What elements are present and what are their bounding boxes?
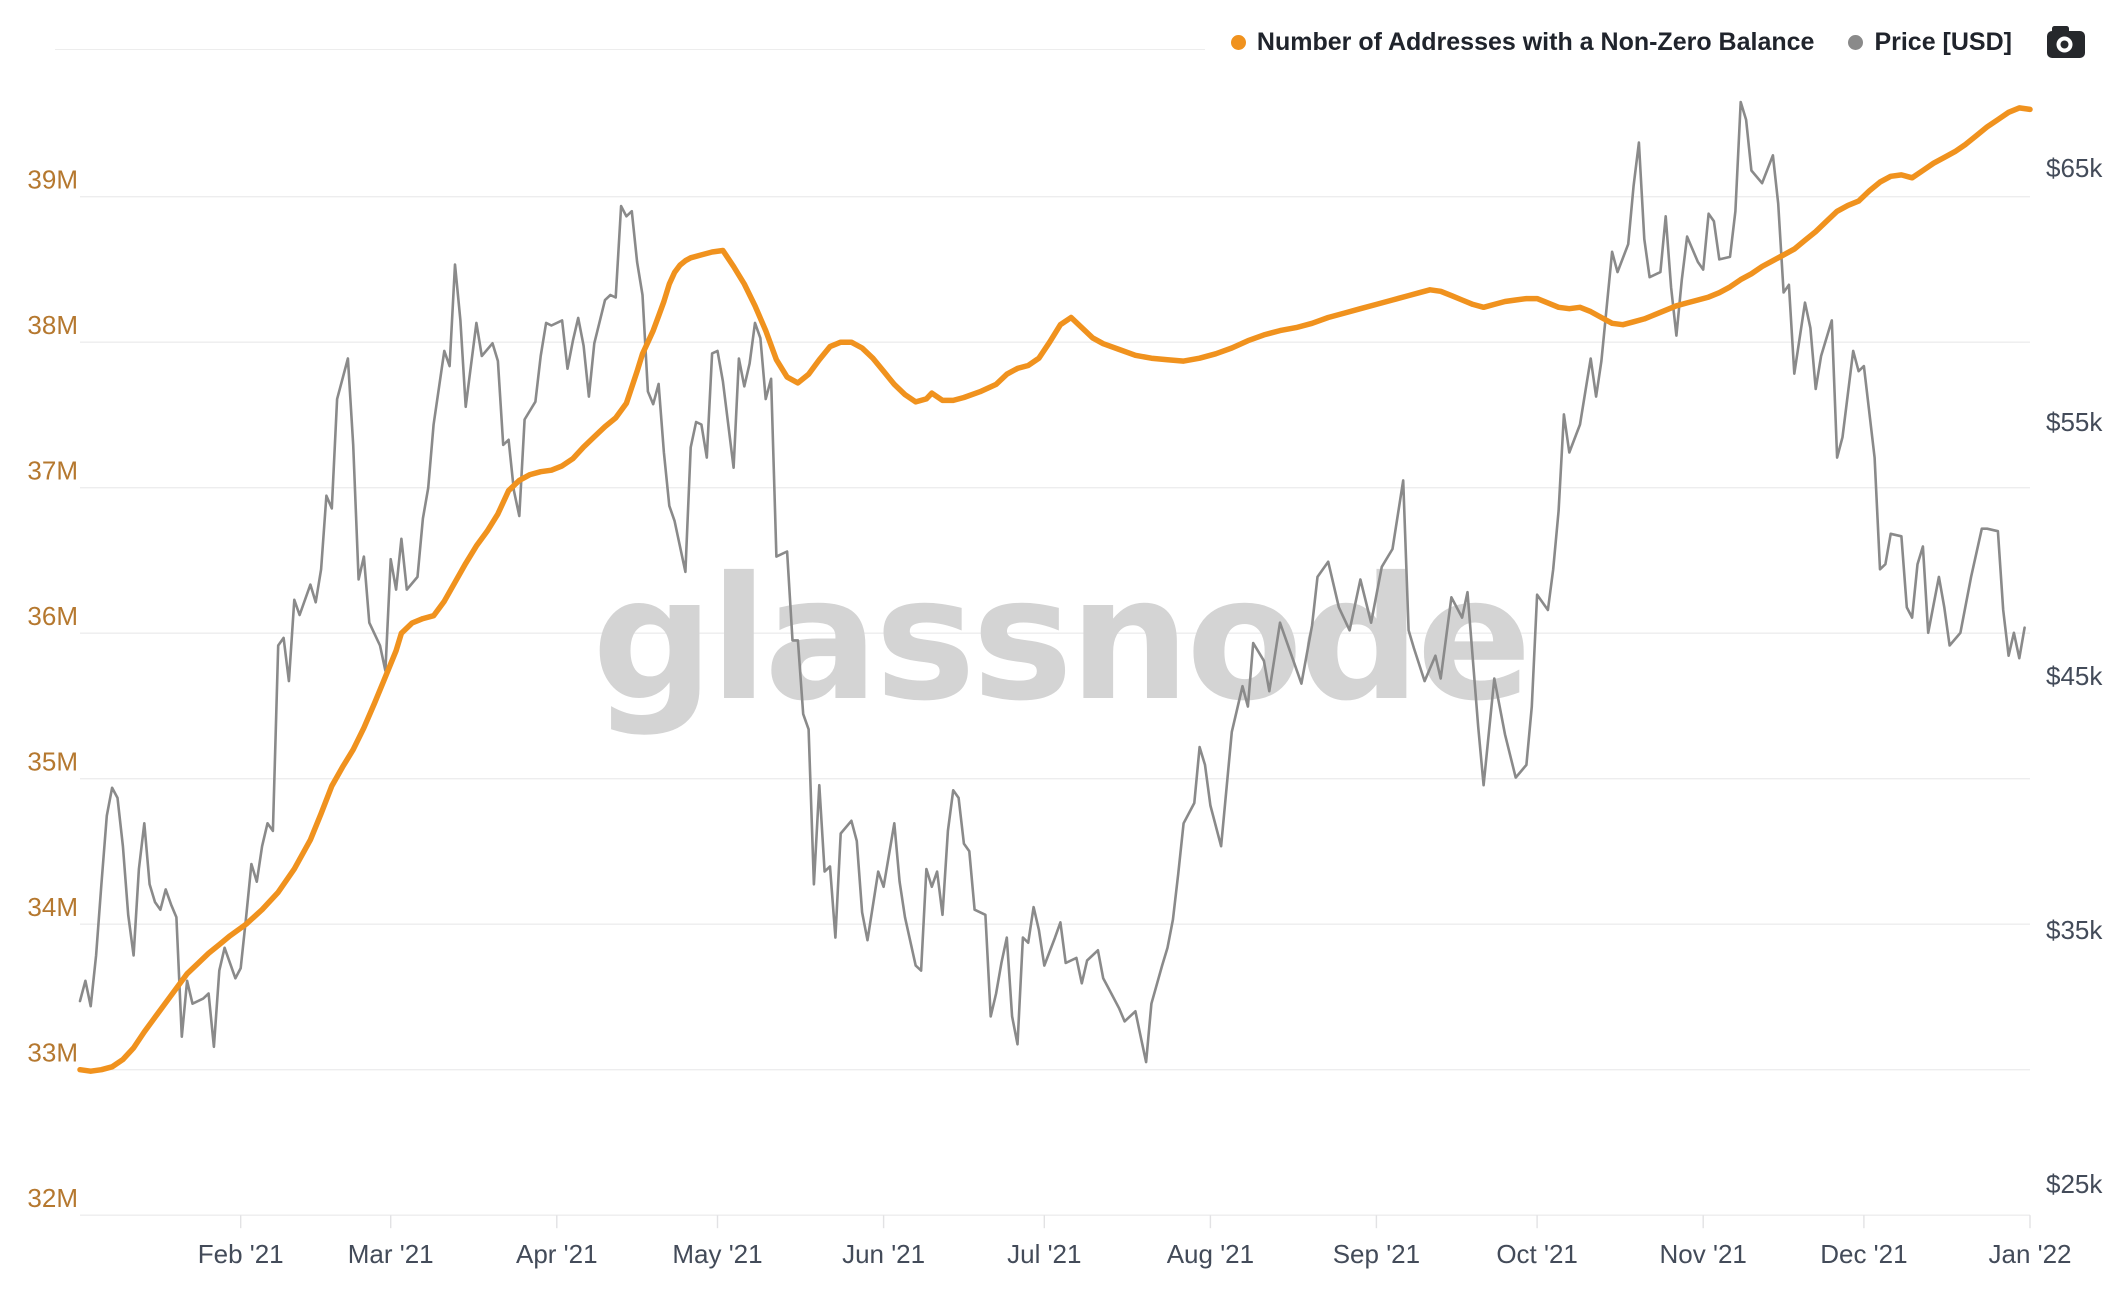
y-axis-label-right: $35k	[2046, 915, 2103, 945]
x-axis-label: Apr '21	[516, 1239, 598, 1269]
x-axis-label: Sep '21	[1333, 1239, 1420, 1269]
x-axis-label: Jan '22	[1988, 1239, 2071, 1269]
series-lines	[77, 100, 2033, 1074]
addresses-series-dot-icon	[1230, 34, 1246, 50]
x-axis-label: Dec '21	[1820, 1239, 1907, 1269]
x-axis-label: Nov '21	[1660, 1239, 1747, 1269]
legend-item-price[interactable]: Price [USD]	[1848, 28, 2012, 57]
x-axis-label: Aug '21	[1167, 1239, 1254, 1269]
y-axis-label-left: 32M	[27, 1183, 78, 1213]
y-axis-label-left: 39M	[27, 165, 78, 195]
y-axis-label-left: 36M	[27, 601, 78, 631]
axis-labels: 32M 33M 34M 35M 36M 37M 38M 39M $25k $35k $45k $55k…	[27, 153, 2103, 1269]
price-series-dot-icon	[1848, 34, 1864, 50]
y-axis-label-right: $55k	[2046, 407, 2103, 437]
y-axis-label-left: 38M	[27, 310, 78, 340]
x-axis-label: Jul '21	[1007, 1239, 1081, 1269]
chart-legend: Number of Addresses with a Non-Zero Bala…	[1204, 6, 2096, 78]
x-axis-label: May '21	[672, 1239, 762, 1269]
x-axis-label: Oct '21	[1496, 1239, 1578, 1269]
camera-button[interactable]	[2042, 18, 2090, 66]
legend-item-addresses[interactable]: Number of Addresses with a Non-Zero Bala…	[1230, 27, 1815, 57]
legend-label-addresses: Number of Addresses with a Non-Zero Bala…	[1256, 27, 1815, 56]
price-line	[78, 100, 2026, 1064]
y-axis-label-right: $65k	[2046, 153, 2103, 183]
gridlines	[80, 195, 2030, 1216]
y-axis-label-right: $25k	[2046, 1169, 2103, 1199]
y-axis-label-right: $45k	[2046, 661, 2103, 691]
y-axis-label-left: 34M	[27, 892, 78, 922]
legend-label-price: Price [USD]	[1874, 27, 2012, 56]
addresses-line	[77, 105, 2033, 1074]
glassnode-watermark: glassnode	[592, 541, 1528, 739]
top-divider	[55, 49, 2090, 50]
y-axis-label-left: 37M	[27, 456, 78, 486]
camera-icon	[2047, 26, 2085, 58]
x-axis-label: Feb '21	[198, 1239, 284, 1269]
y-axis-label-left: 35M	[27, 747, 78, 777]
x-axis-label: Mar '21	[348, 1239, 434, 1269]
y-axis-label-left: 33M	[27, 1038, 78, 1068]
x-axis-label: Jun '21	[842, 1239, 925, 1269]
